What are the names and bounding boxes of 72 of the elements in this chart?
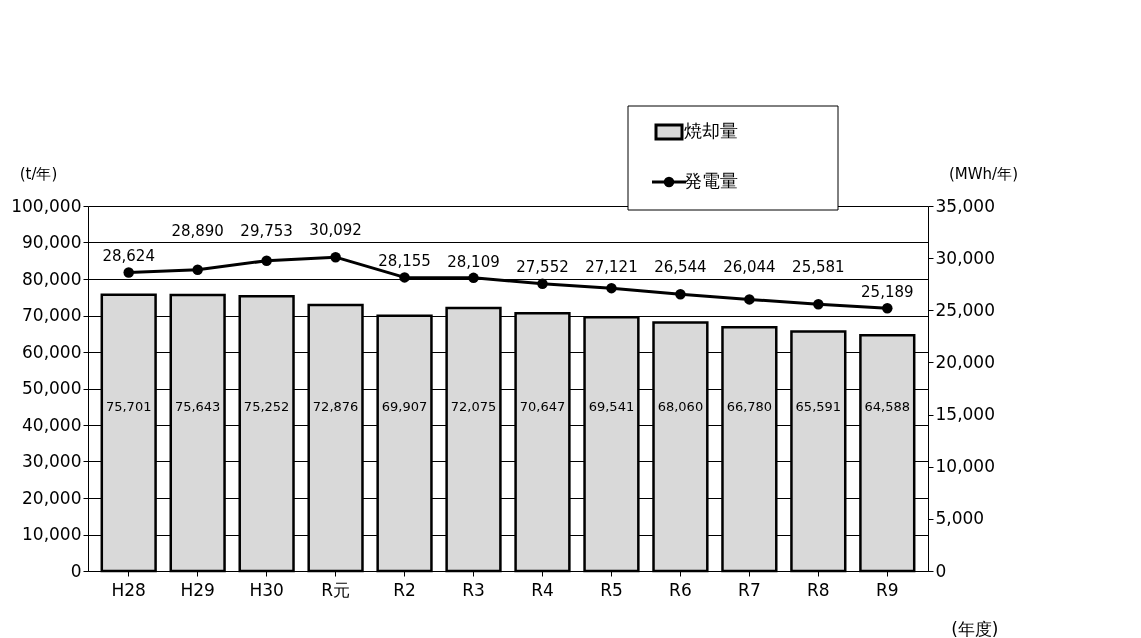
y2-tick-label: 30,000: [935, 247, 995, 268]
legend-label: 発電量: [684, 170, 738, 191]
y-tick-label: 80,000: [22, 268, 82, 289]
data-label: 29,753: [240, 221, 293, 240]
x-tick-label: H28: [111, 579, 146, 600]
x-tick-label: R7: [738, 579, 761, 600]
data-label: 27,552: [516, 257, 569, 276]
data-label: 28,155: [378, 252, 431, 271]
y-tick-label: 20,000: [22, 487, 82, 508]
point: [192, 264, 203, 275]
data-label: 75,643: [174, 398, 221, 414]
x-tick-label: R9: [875, 579, 899, 600]
point: [882, 303, 893, 314]
legend-label: 焼却量: [684, 120, 738, 141]
y-tick-label: 30,000: [22, 451, 82, 471]
y2-tick-label: 10,000: [935, 456, 995, 477]
data-label: 26,044: [723, 258, 776, 277]
data-label: 69,541: [588, 398, 635, 414]
x-tick-label: R4: [531, 579, 554, 600]
y-tick-label: 50,000: [22, 378, 82, 398]
data-label: 65,591: [795, 398, 842, 414]
data-label: 72,075: [450, 398, 497, 414]
data-label: 75,701: [105, 398, 152, 414]
y2-tick-label: 15,000: [935, 404, 995, 425]
x-tick-label: R6: [669, 579, 692, 600]
point: [123, 267, 134, 278]
data-label: 28,624: [102, 247, 155, 266]
data-label: 69,907: [381, 398, 428, 414]
y2-tick-label: 20,000: [935, 351, 995, 372]
data-label: 25,189: [861, 283, 914, 302]
point: [813, 298, 824, 310]
y-tick-label: 60,000: [22, 341, 82, 362]
y2-axis-title: (MWh/年): [948, 164, 1019, 183]
point: [330, 251, 341, 263]
y2-tick-label: 35,000: [935, 195, 995, 216]
x-tick-label: H30: [249, 579, 284, 600]
y-axis-title: (t/年): [19, 164, 58, 183]
data-label: 75,252: [243, 398, 290, 414]
y2-tick-label: 5,000: [935, 508, 985, 529]
data-label: 26,544: [654, 258, 707, 277]
data-label: 28,890: [171, 221, 224, 240]
data-label: 30,092: [309, 221, 362, 240]
data-label: 70,647: [519, 398, 566, 414]
x-tick-label: R2: [393, 579, 416, 600]
y-tick-label: 0: [70, 560, 82, 581]
data-label: 25,581: [792, 258, 845, 277]
x-tick-label: R5: [600, 579, 623, 600]
x-tick-label: H29: [180, 579, 215, 600]
y-tick-label: 10,000: [22, 524, 82, 544]
y-tick-label: 100,000: [11, 195, 82, 216]
x-tick-label: R元: [321, 579, 350, 600]
y2-tick-label: 25,000: [935, 299, 995, 320]
y2-tick-label: 0: [935, 560, 947, 581]
x-tick-label: R3: [462, 579, 485, 600]
point: [675, 288, 686, 300]
point: [468, 272, 479, 284]
y-tick-label: 90,000: [22, 232, 82, 252]
point: [261, 255, 272, 266]
point: [399, 272, 410, 283]
data-label: 66,780: [726, 398, 773, 414]
data-label: 27,121: [585, 258, 638, 277]
point: [537, 278, 548, 289]
point: [606, 282, 617, 294]
y-tick-label: 70,000: [22, 305, 82, 325]
data-label: 72,876: [312, 398, 359, 414]
x-axis-title: (年度): [951, 618, 999, 638]
data-label: 68,060: [657, 398, 704, 414]
data-label: 28,109: [447, 252, 500, 271]
data-label: 64,588: [864, 398, 911, 414]
x-tick-label: R8: [807, 579, 830, 600]
y-tick-label: 40,000: [22, 414, 82, 435]
point: [744, 294, 755, 305]
